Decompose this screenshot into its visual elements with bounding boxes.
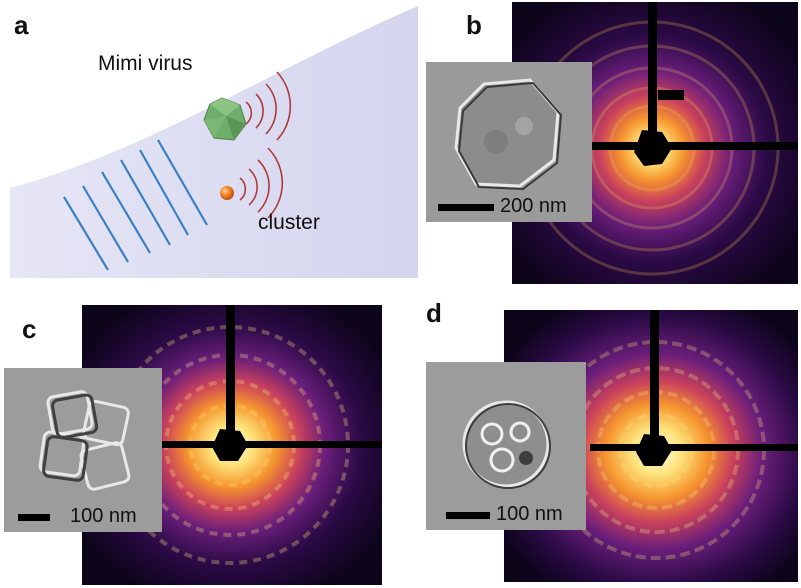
panel-d-letter: d — [426, 298, 442, 328]
xray-beam — [10, 6, 418, 278]
scale-label-c: 100 nm — [70, 505, 137, 527]
diffraction-pattern-c — [82, 305, 382, 585]
wavefront-line — [139, 149, 189, 236]
beamstop-vertical — [650, 310, 659, 440]
scale-bar-b — [438, 204, 494, 211]
panel-c-letter: c — [22, 314, 37, 344]
reconstruction-inset-d — [426, 362, 586, 530]
beamstop-vertical — [648, 2, 657, 142]
beamstop-horizontal — [162, 441, 382, 448]
beamstop-horizontal — [590, 444, 798, 451]
virus-reconstruction-b — [454, 78, 560, 188]
beamstop-center — [634, 130, 672, 166]
beamstop-center — [636, 434, 672, 466]
beamstop-horizontal — [590, 142, 798, 150]
cluster-reconstruction-d — [462, 400, 550, 488]
cluster-scatter-arcs — [239, 147, 284, 219]
panel-b-letter: b — [466, 10, 482, 40]
wavefront-line — [63, 196, 109, 271]
scale-bar-c — [18, 514, 50, 521]
scale-label-d: 100 nm — [496, 503, 563, 525]
wavefront-lines — [63, 139, 208, 271]
wavefront-line — [120, 159, 171, 246]
wavefront-line — [157, 139, 208, 226]
scale-bar-d — [446, 512, 490, 519]
scale-label-b: 200 nm — [500, 195, 567, 217]
wavefront-line — [82, 185, 129, 263]
virus-scatter-arcs — [245, 71, 292, 141]
beamstop-center — [212, 429, 248, 461]
cluster-icon — [220, 186, 234, 200]
beamstop-vertical — [226, 305, 235, 439]
cluster-reconstruction-c — [38, 390, 131, 491]
cluster-label: cluster — [258, 211, 320, 234]
mimi-virus-icon — [203, 97, 247, 141]
panel-a-illustration — [10, 6, 418, 278]
panel-a-letter: a — [14, 10, 29, 40]
wavefront-line — [101, 171, 151, 254]
mimi-virus-label: Mimi virus — [98, 52, 193, 75]
reconstruction-inset-c — [4, 368, 162, 532]
reconstruction-inset-b — [426, 62, 592, 222]
